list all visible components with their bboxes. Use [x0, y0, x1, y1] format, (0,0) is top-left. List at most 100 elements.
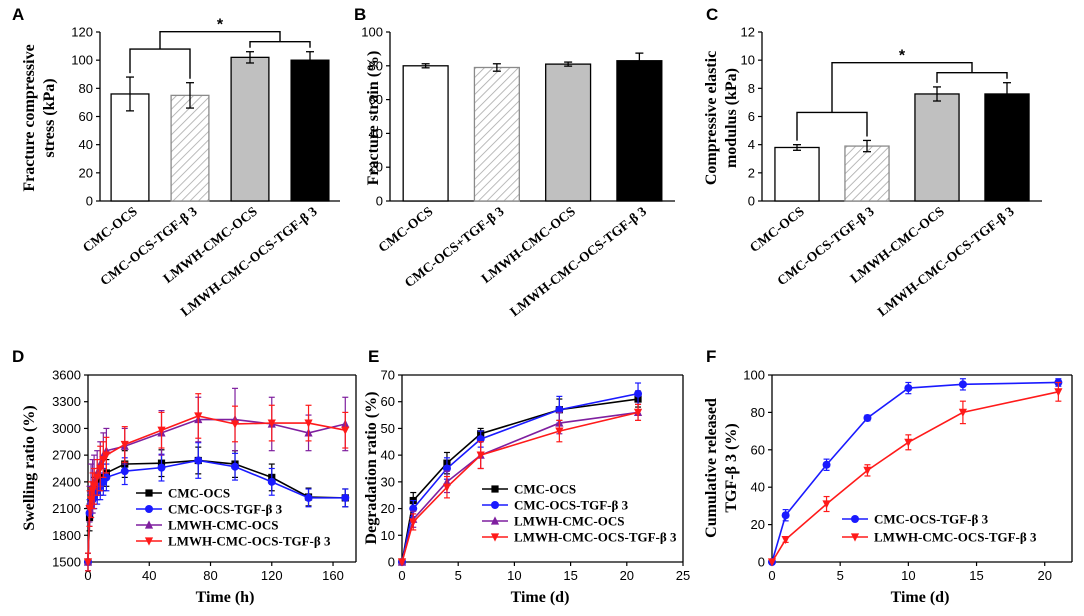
- y-tick-label: 20: [369, 160, 383, 175]
- data-point: [490, 516, 500, 525]
- y-tick-label: 40: [381, 448, 395, 463]
- x-tick-label: 20: [620, 568, 634, 583]
- y-tick-label: 2100: [52, 501, 81, 516]
- x-axis-label: Time (h): [196, 589, 255, 606]
- data-point: [555, 427, 564, 436]
- x-tick-label: 15: [969, 568, 983, 583]
- data-point: [267, 477, 276, 486]
- significance-bracket: [129, 48, 191, 79]
- y-tick-label: 60: [751, 442, 765, 457]
- y-tick-label: 120: [71, 25, 93, 40]
- x-tick-label: 80: [203, 568, 217, 583]
- data-point: [822, 500, 831, 509]
- x-tick-label: 5: [837, 568, 844, 583]
- y-axis-label-line1: Cumulative released: [703, 398, 720, 538]
- data-point: [102, 451, 111, 460]
- data-point: [1054, 388, 1063, 397]
- y-tick-label: 0: [758, 555, 765, 570]
- data-point: [850, 533, 860, 542]
- x-tick-label: 25: [676, 568, 690, 583]
- bar: [984, 93, 1030, 202]
- data-point: [83, 558, 93, 567]
- legend-entry: LMWH-CMC-OCS: [168, 518, 279, 533]
- data-point: [99, 455, 108, 465]
- y-tick-label: 2700: [52, 448, 81, 463]
- y-axis-label-line2: stress (kPa): [41, 78, 58, 157]
- x-tick-label: 160: [322, 568, 344, 583]
- series-lmwh-cmc-ocs-tgf-3: [83, 393, 350, 572]
- significance-bracket: [796, 111, 868, 141]
- panel-c: C 0 2 4 6 8 10 12 Compressive elastic modulus (kP…: [703, 5, 1042, 319]
- data-point: [491, 501, 499, 509]
- x-tick-label: 40: [142, 568, 156, 583]
- y-tick-label: 6: [748, 109, 755, 124]
- data-point: [157, 463, 166, 472]
- bar: [402, 65, 449, 202]
- y-axis-label-line2: TGF-β 3 (%): [723, 423, 740, 512]
- data-point: [409, 518, 418, 527]
- data-point: [194, 456, 203, 465]
- legend-entry: CMC-OCS-TGF-β 3: [874, 512, 989, 527]
- x-tick-label: 10: [507, 568, 521, 583]
- y-tick-label: 80: [369, 58, 383, 73]
- bar: [616, 60, 663, 202]
- data-point: [93, 473, 102, 483]
- y-tick-label: 12: [741, 25, 755, 40]
- category-label: CMC-OCS: [80, 204, 140, 256]
- data-point: [409, 504, 418, 513]
- data-point: [230, 420, 240, 429]
- data-point: [904, 384, 913, 393]
- y-tick-label: 10: [381, 528, 395, 543]
- data-point: [476, 435, 485, 444]
- y-tick-label: 70: [381, 368, 395, 383]
- category-label: CMC-OCS: [747, 204, 807, 256]
- data-point: [341, 493, 350, 502]
- y-tick-label: 1800: [52, 528, 81, 543]
- data-point: [958, 380, 967, 389]
- data-point: [781, 511, 790, 520]
- x-tick-label: 120: [261, 568, 283, 583]
- bar: [774, 146, 820, 202]
- y-tick-label: 4: [748, 137, 755, 152]
- data-point: [194, 412, 203, 421]
- x-tick-label: 0: [84, 568, 91, 583]
- data-point: [341, 426, 350, 435]
- data-point: [90, 482, 99, 491]
- y-tick-label: 80: [751, 405, 765, 420]
- y-tick-label: 20: [381, 501, 395, 516]
- category-label: CMC-OCS-TGF-β 3: [97, 203, 200, 288]
- data-point: [145, 505, 153, 513]
- y-axis-label-line1: Compressive elastic: [703, 51, 720, 185]
- y-tick-label: 100: [743, 368, 765, 383]
- legend: CMC-OCS-TGF-β 3 LMWH-CMC-OCS-TGF-β 3: [842, 512, 1037, 545]
- y-tick-label: 20: [751, 517, 765, 532]
- data-point: [144, 537, 154, 546]
- y-tick-label: 3000: [52, 421, 81, 436]
- legend-entry: CMC-OCS-TGF-β 3: [514, 498, 629, 513]
- data-point: [822, 460, 831, 469]
- y-tick-label: 2: [748, 165, 755, 180]
- bar: [545, 63, 592, 202]
- data-point: [491, 485, 499, 493]
- y-tick-label: 0: [748, 194, 755, 209]
- y-tick-label: 10: [741, 53, 755, 68]
- significance-bracket: [249, 41, 311, 48]
- y-tick-label: 0: [86, 194, 93, 209]
- panel-letter-a: A: [12, 5, 24, 24]
- x-tick-label: 15: [563, 568, 577, 583]
- y-tick-label: 60: [369, 92, 383, 107]
- bar: [170, 94, 210, 202]
- data-point: [767, 558, 777, 567]
- y-tick-label: 60: [381, 394, 395, 409]
- panel-a: A 0 20 40 60 80 100 120 Fracture compressive stre…: [12, 5, 340, 319]
- y-tick-label: 40: [751, 480, 765, 495]
- y-tick-label: 100: [361, 25, 383, 40]
- legend-entry: CMC-OCS-TGF-β 3: [168, 502, 283, 517]
- bar: [473, 66, 520, 202]
- x-axis-label: Time (d): [511, 589, 570, 606]
- data-point: [476, 451, 485, 460]
